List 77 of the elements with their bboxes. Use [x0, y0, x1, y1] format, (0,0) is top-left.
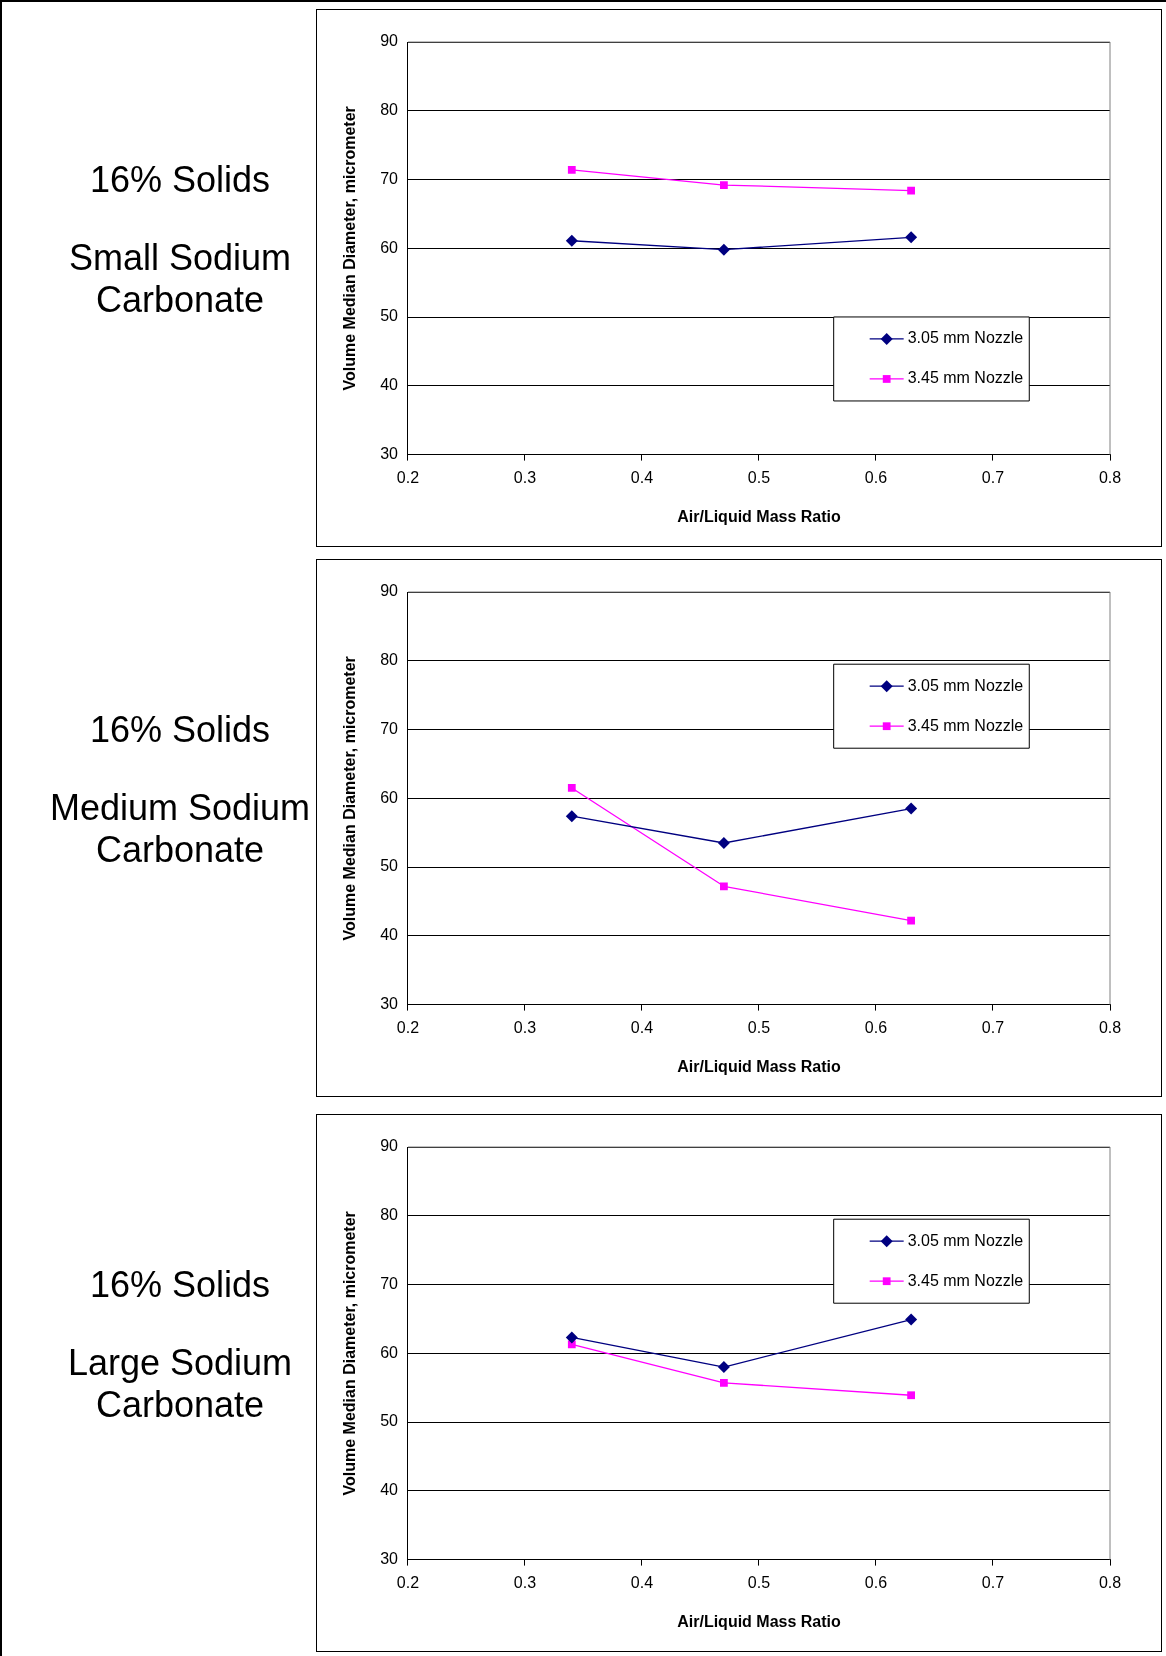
point	[717, 1361, 730, 1374]
y-tick-label: 60	[380, 238, 399, 256]
y-tick-label: 30	[380, 1550, 399, 1568]
point	[905, 802, 918, 815]
y-tick-label: 30	[380, 995, 399, 1013]
point	[565, 234, 578, 247]
point	[720, 882, 728, 891]
y-tick-label: 40	[380, 1481, 399, 1499]
point	[720, 181, 728, 189]
x-tick-label: 0.3	[513, 1018, 537, 1036]
x-tick-label: 0.2	[396, 468, 420, 486]
legend-label: 3.05 mm Nozzle	[907, 676, 1024, 694]
point	[565, 1331, 578, 1344]
x-tick-label: 0.5	[747, 468, 771, 486]
y-tick-label: 50	[380, 857, 399, 875]
x-tick-label: 0.8	[1098, 468, 1122, 486]
text: 16% Solids	[89, 709, 271, 750]
x-axis-title: Air/Liquid Mass Ratio	[677, 507, 842, 525]
point	[720, 1378, 728, 1387]
point	[905, 1313, 918, 1326]
x-tick-label: 0.7	[981, 468, 1005, 486]
x-tick-label: 0.2	[396, 1573, 420, 1591]
y-tick-label: 40	[380, 926, 399, 944]
legend-label: 3.45 mm Nozzle	[907, 369, 1024, 387]
x-tick-label: 0.3	[513, 468, 537, 486]
text: Large Sodium Carbonate	[67, 1342, 293, 1425]
y-tick-label: 50	[380, 307, 399, 325]
point	[907, 186, 915, 195]
y-axis-title: Volume Median Diameter, micrometer	[341, 656, 359, 941]
legend-label: 3.45 mm Nozzle	[907, 1271, 1024, 1289]
x-tick-label: 0.5	[747, 1573, 771, 1591]
legend-label: 3.05 mm Nozzle	[907, 1231, 1024, 1249]
x-tick-label: 0.6	[864, 1018, 888, 1036]
x-axis-title: Air/Liquid Mass Ratio	[677, 1057, 842, 1075]
y-tick-label: 70	[380, 719, 399, 737]
y-tick-label: 90	[380, 32, 399, 50]
x-tick-label: 0.2	[396, 1018, 420, 1036]
y-axis-title: Volume Median Diameter, micrometer	[341, 1211, 359, 1496]
y-tick-label: 90	[380, 1137, 399, 1155]
text: 16% Solids	[89, 159, 271, 200]
y-tick-label: 70	[380, 169, 399, 187]
y-tick-label: 60	[380, 1343, 399, 1361]
x-tick-label: 0.4	[630, 1573, 654, 1591]
y-tick-label: 40	[380, 376, 399, 394]
x-tick-label: 0.5	[747, 1018, 771, 1036]
x-tick-label: 0.8	[1098, 1573, 1122, 1591]
point	[905, 231, 918, 244]
legend-label: 3.45 mm Nozzle	[907, 716, 1024, 734]
y-tick-label: 80	[380, 1206, 399, 1224]
x-tick-label: 0.3	[513, 1573, 537, 1591]
point	[907, 916, 915, 925]
x-tick-label: 0.6	[864, 468, 888, 486]
point	[717, 243, 730, 256]
x-tick-label: 0.8	[1098, 1018, 1122, 1036]
point	[567, 784, 576, 792]
legend-label: 3.05 mm Nozzle	[907, 329, 1024, 347]
x-tick-label: 0.4	[630, 468, 654, 486]
text: 16% Solids	[89, 1264, 271, 1305]
point	[907, 1391, 915, 1400]
y-tick-label: 60	[380, 788, 399, 806]
y-tick-label: 90	[380, 582, 399, 600]
point	[565, 810, 578, 823]
x-tick-label: 0.7	[981, 1573, 1005, 1591]
text: Small Sodium Carbonate	[68, 237, 292, 320]
text: Medium Sodium Carbonate	[49, 787, 311, 870]
y-tick-label: 70	[380, 1274, 399, 1292]
x-axis-title: Air/Liquid Mass Ratio	[677, 1612, 842, 1630]
point	[717, 837, 730, 849]
point	[567, 166, 576, 174]
y-axis-title: Volume Median Diameter, micrometer	[341, 106, 359, 391]
y-tick-label: 30	[380, 445, 399, 463]
y-tick-label: 80	[380, 101, 399, 119]
y-tick-label: 50	[380, 1412, 399, 1430]
y-tick-label: 80	[380, 651, 399, 669]
x-tick-label: 0.4	[630, 1018, 654, 1036]
x-tick-label: 0.7	[981, 1018, 1005, 1036]
x-tick-label: 0.6	[864, 1573, 888, 1591]
